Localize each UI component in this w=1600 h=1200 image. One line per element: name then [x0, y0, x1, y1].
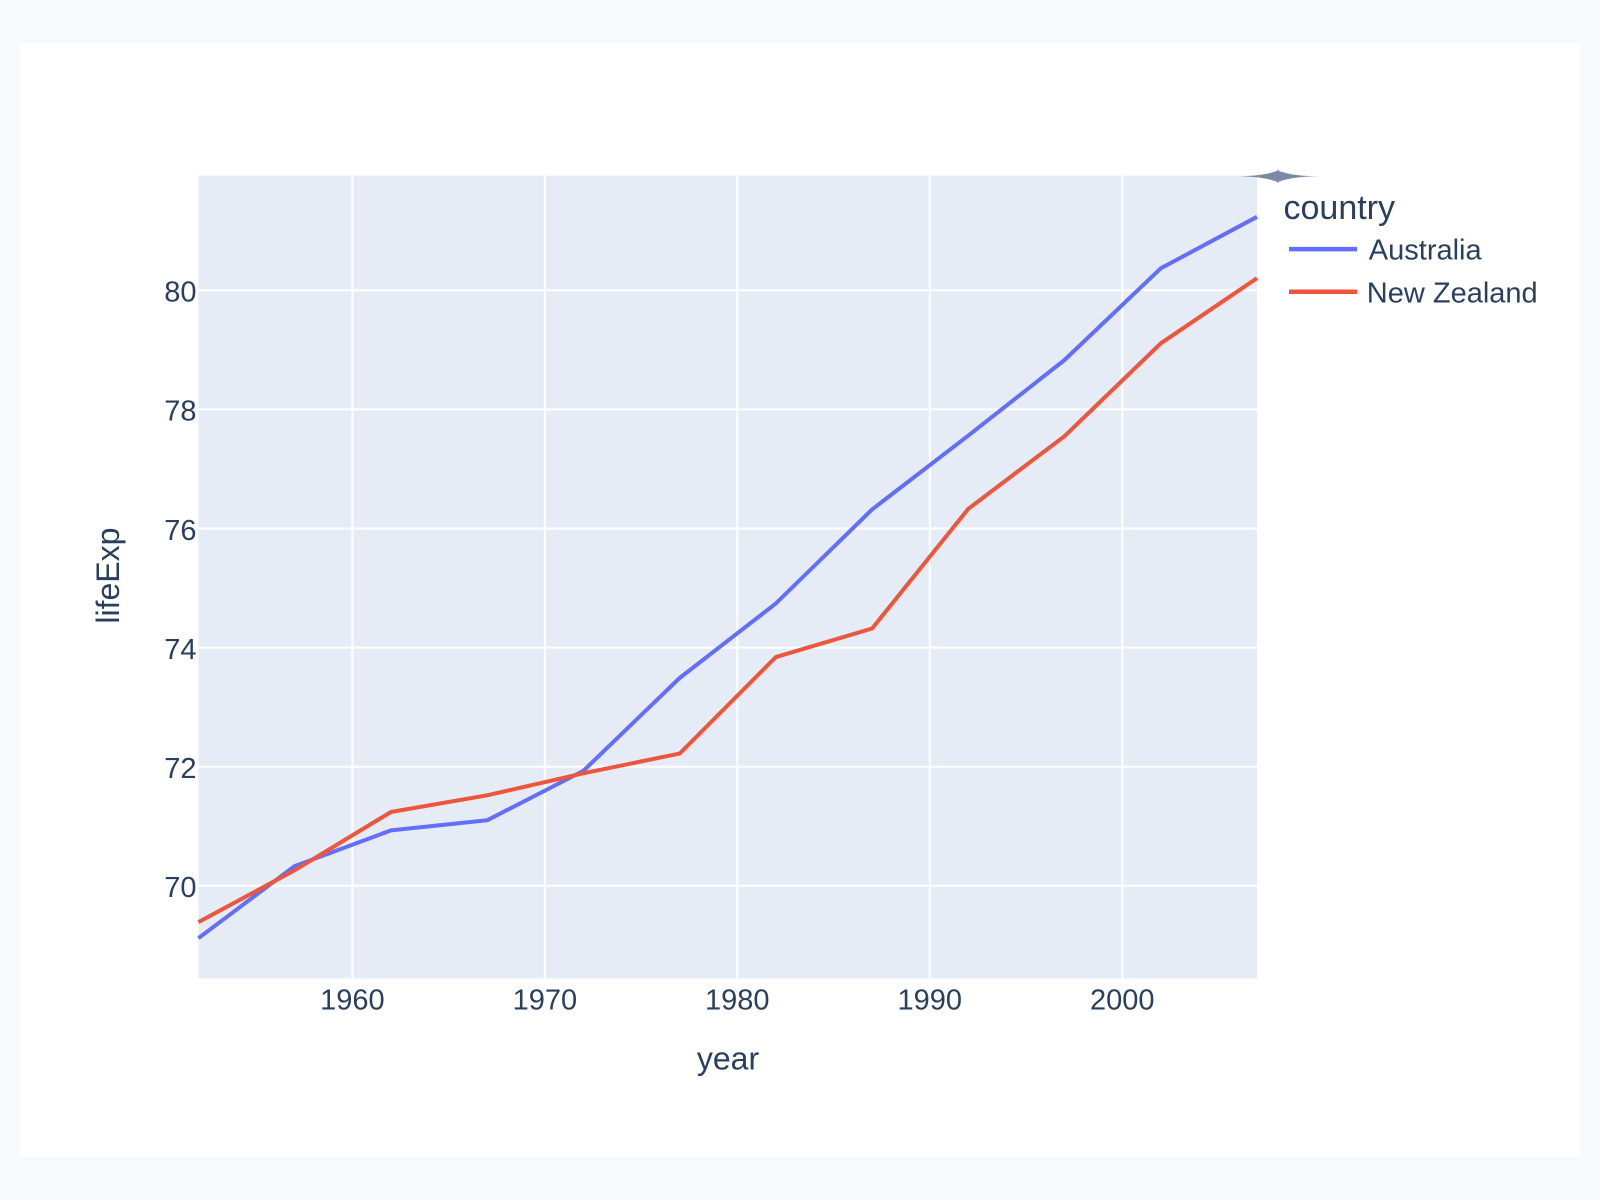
- svg-text:Australia: Australia: [1369, 235, 1483, 267]
- svg-text:1960: 1960: [320, 985, 385, 1017]
- svg-text:80: 80: [164, 277, 196, 309]
- svg-text:New Zealand: New Zealand: [1367, 277, 1538, 309]
- svg-text:1990: 1990: [898, 985, 963, 1017]
- svg-text:1980: 1980: [705, 985, 770, 1017]
- svg-text:72: 72: [164, 753, 196, 785]
- svg-text:74: 74: [164, 634, 196, 666]
- svg-text:1970: 1970: [513, 985, 578, 1017]
- svg-text:lifeExp: lifeExp: [90, 528, 126, 624]
- svg-text:country: country: [1284, 189, 1396, 227]
- svg-text:76: 76: [164, 515, 196, 547]
- svg-text:2000: 2000: [1090, 985, 1155, 1017]
- svg-text:78: 78: [164, 396, 196, 428]
- svg-text:70: 70: [164, 872, 196, 904]
- svg-text:year: year: [697, 1041, 760, 1077]
